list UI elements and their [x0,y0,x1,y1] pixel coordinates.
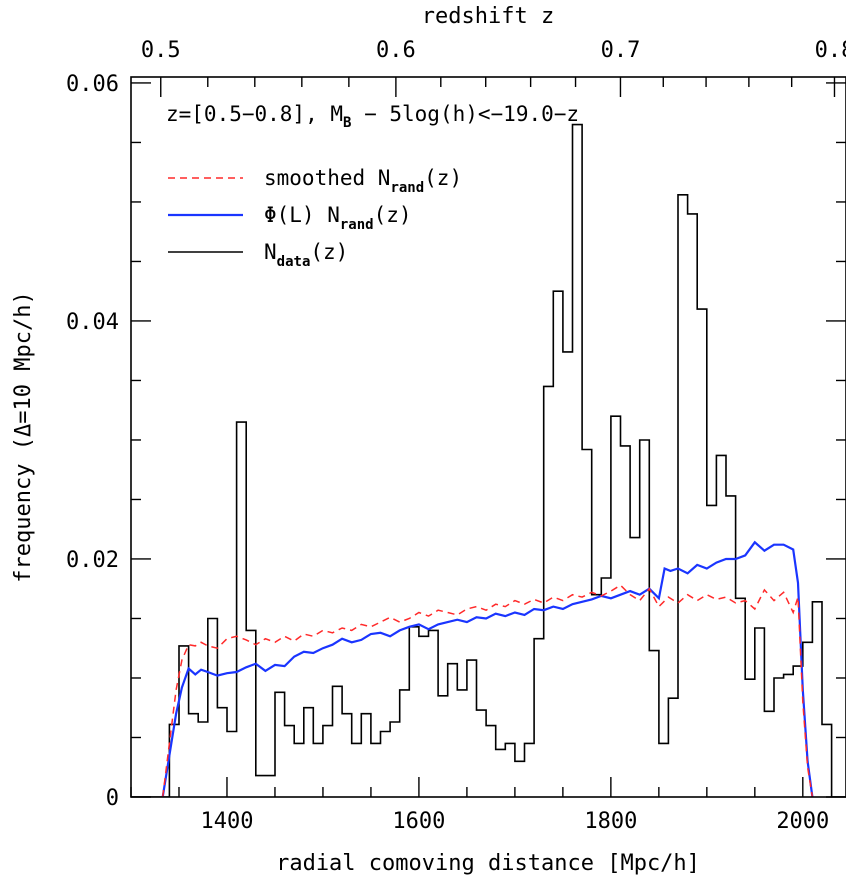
y-axis-title: frequency (Δ=10 Mpc/h) [11,291,36,582]
top-tick-label: 0.5 [141,38,181,63]
y-tick-label: 0.06 [66,72,119,97]
x-tick-label: 1600 [392,809,445,834]
legend-label: Φ(L) Nrand(z) [264,203,412,233]
x-tick-label: 1800 [584,809,637,834]
legend-suffix: (z) [374,203,412,227]
legend-text: Φ(L) N [264,203,340,227]
series-group [131,123,846,797]
annotation-sub: B [343,115,351,131]
selection-annotation: z=[0.5−0.8], MB − 5log(h)<−19.0−z [166,102,579,131]
legend-suffix: (z) [310,240,348,264]
x-axis-title: radial comoving distance [Mpc/h] [276,851,700,876]
series-ndata [131,123,846,797]
legend-label: smoothed Nrand(z) [264,166,462,196]
legend-text: smoothed N [264,166,390,190]
legend: smoothed Nrand(z)Φ(L) Nrand(z)Ndata(z) [168,166,462,270]
annotation-part1: z=[0.5−0.8], M [166,102,343,126]
annotation-part2: − 5log(h)<−19.0−z [351,102,579,126]
legend-sub: data [277,254,311,270]
x-tick-label: 1400 [200,809,253,834]
axes [130,76,846,798]
legend-sub: rand [340,217,374,233]
plot-frame [130,76,846,798]
legend-label: Ndata(z) [264,240,348,270]
tick-labels: 1400 1600 1800 2000 0 0.02 0.04 0.06 0.5 0.6 0.7 0.… [66,38,846,834]
y-tick-label: 0.02 [66,548,119,573]
top-axis-title: redshift z [422,4,554,29]
series-smoothed [161,584,814,797]
top-tick-label: 0.7 [601,38,641,63]
legend-text: N [264,240,277,264]
legend-sub: rand [390,180,424,196]
y-tick-label: 0.04 [66,310,119,335]
top-tick-label: 0.8 [815,38,846,63]
series-phi [161,540,814,797]
y-tick-label: 0 [106,786,119,811]
legend-suffix: (z) [424,166,462,190]
plot-area [131,123,846,797]
x-tick-label: 2000 [776,809,829,834]
top-tick-label: 0.6 [376,38,416,63]
